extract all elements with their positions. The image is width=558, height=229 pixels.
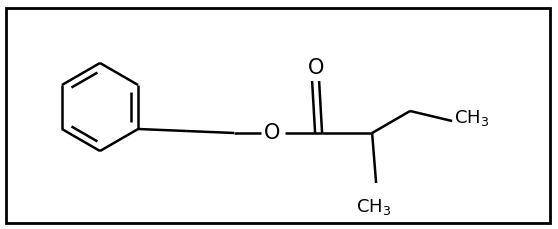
Text: CH$_3$: CH$_3$ <box>454 108 489 128</box>
FancyBboxPatch shape <box>6 8 550 223</box>
Text: O: O <box>264 123 280 143</box>
Text: O: O <box>307 58 324 78</box>
Text: CH$_3$: CH$_3$ <box>357 197 392 217</box>
